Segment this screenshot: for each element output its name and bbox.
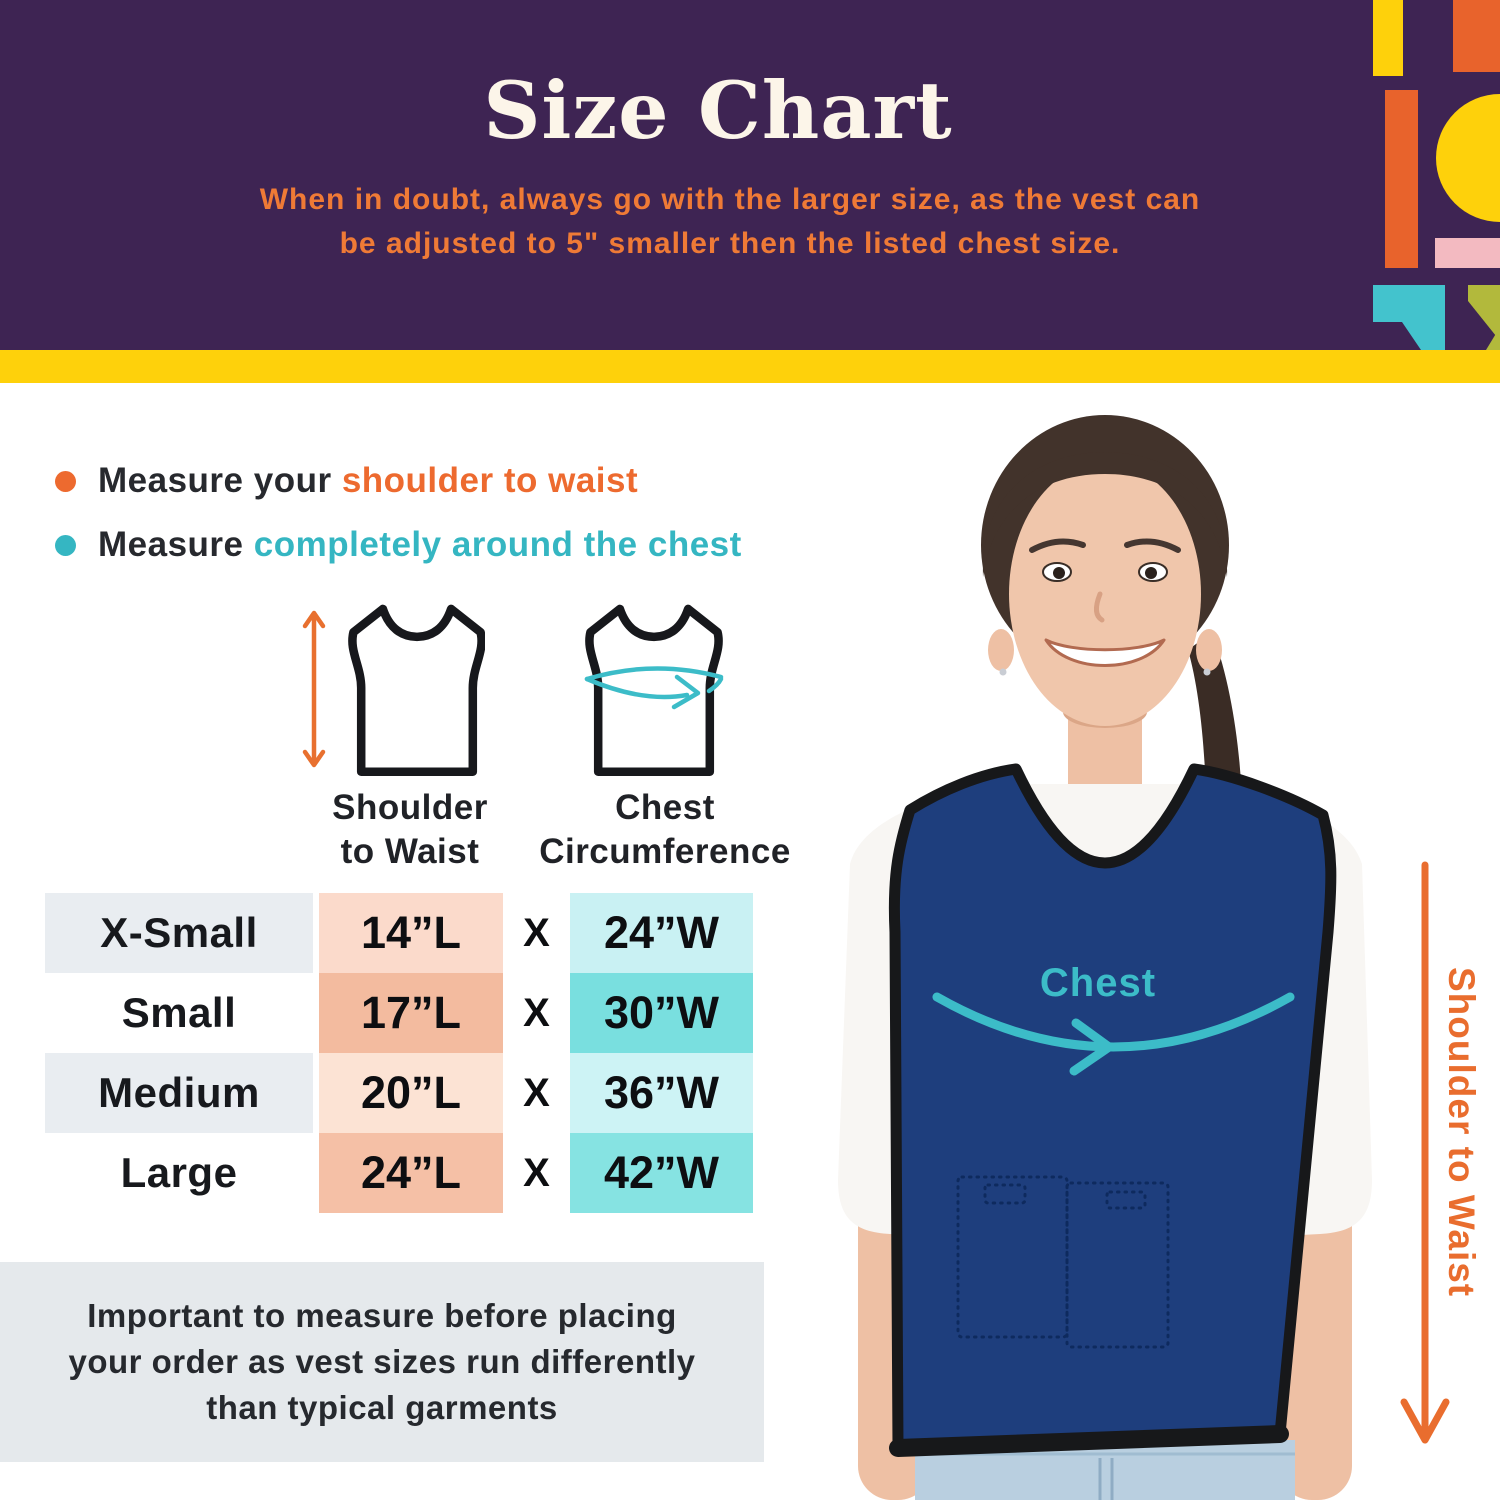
page-title: Size Chart <box>483 64 953 157</box>
deco-orange-block <box>1453 0 1500 72</box>
instruction-chest: Measure completely around the chest <box>55 523 742 567</box>
size-name: Medium <box>45 1053 313 1133</box>
header-subtitle: When in doubt, always go with the larger… <box>0 178 1460 266</box>
deco-yellow-bar <box>1373 0 1403 76</box>
size-name: Small <box>121 989 237 1036</box>
length-value: 24”L <box>319 1133 503 1213</box>
deco-pink-bar <box>1435 238 1500 268</box>
width-value: 36”W <box>570 1053 753 1133</box>
earring <box>1203 668 1211 676</box>
front-hair <box>982 452 1228 577</box>
table-row: X-Small 14”L X 24”W <box>45 893 755 973</box>
vest-bottom-trim <box>889 1425 1289 1457</box>
side-shoulder-to-waist-label: Shoulder to Waist <box>1441 966 1482 1298</box>
dimension-separator: X <box>523 1070 550 1115</box>
left-ear <box>988 629 1014 671</box>
dimension-separator: X <box>523 1150 550 1195</box>
dimension-separator: X <box>523 990 550 1035</box>
width-value: 42”W <box>570 1133 753 1213</box>
instruction-prefix: Measure your <box>98 461 342 500</box>
face <box>1009 462 1201 726</box>
instruction-text: Measure completely around the chest <box>98 525 742 565</box>
header-banner: Size Chart When in doubt, always go with… <box>0 0 1500 350</box>
note-line-2: your order as vest sizes run differently <box>68 1343 696 1380</box>
vertical-arrow-icon <box>302 610 326 768</box>
size-table: X-Small 14”L X 24”W Small 17”L X 30”W Me… <box>45 893 755 1213</box>
deco-polygons <box>1373 285 1500 350</box>
instruction-shoulder-to-waist: Measure your shoulder to waist <box>55 459 638 503</box>
smile <box>1044 638 1166 667</box>
vest-pockets <box>956 1175 1170 1349</box>
nose <box>1094 591 1105 623</box>
circumference-arrow-icon <box>584 666 724 710</box>
model-photo: Chest <box>838 415 1372 1500</box>
chest-label: Chest <box>1040 961 1156 1005</box>
chest-arrowhead <box>1069 1018 1114 1076</box>
table-row: Small 17”L X 30”W <box>45 973 755 1053</box>
instruction-highlight: shoulder to waist <box>341 461 639 500</box>
length-value: 14”L <box>319 893 503 973</box>
length-value: 17”L <box>319 973 503 1053</box>
deco-orange-bar <box>1385 90 1418 268</box>
instruction-prefix: Measure <box>98 525 254 564</box>
earring <box>999 668 1007 676</box>
instruction-highlight: completely around the chest <box>253 525 742 564</box>
table-row: Large 24”L X 42”W <box>45 1133 755 1213</box>
width-value: 30”W <box>570 973 753 1053</box>
table-row: Medium 20”L X 36”W <box>45 1053 755 1133</box>
chest-circumference-label: Chest Circumference <box>539 788 791 871</box>
instruction-text: Measure your shoulder to waist <box>98 461 638 501</box>
shoulder-to-waist-vest-icon <box>302 604 485 776</box>
yellow-stripe <box>0 350 1500 383</box>
size-name: X-Small <box>45 893 313 973</box>
note-line-3: than typical garments <box>206 1389 558 1426</box>
jeans-fly <box>1098 1458 1114 1500</box>
shoulder-to-waist-label: Shoulder to Waist <box>332 788 488 871</box>
subtitle-line-2: be adjusted to 5" smaller then the liste… <box>339 227 1121 260</box>
chest-circumference-vest-icon <box>584 604 724 776</box>
size-name: Large <box>120 1149 238 1196</box>
orange-bullet-icon <box>55 470 76 492</box>
measure-note: Important to measure before placing your… <box>0 1262 764 1462</box>
eyebrow <box>1124 538 1181 553</box>
note-line-1: Important to measure before placing <box>87 1297 677 1334</box>
length-value: 20”L <box>319 1053 503 1133</box>
subtitle-line-1: When in doubt, always go with the larger… <box>259 183 1201 216</box>
dimension-separator: X <box>523 910 550 955</box>
right-ear <box>1196 629 1222 671</box>
weighted-vest <box>888 763 1337 1454</box>
teal-bullet-icon <box>55 534 76 556</box>
width-value: 24”W <box>570 893 753 973</box>
eyebrow <box>1029 538 1086 553</box>
side-measure-arrow <box>1400 861 1450 1444</box>
